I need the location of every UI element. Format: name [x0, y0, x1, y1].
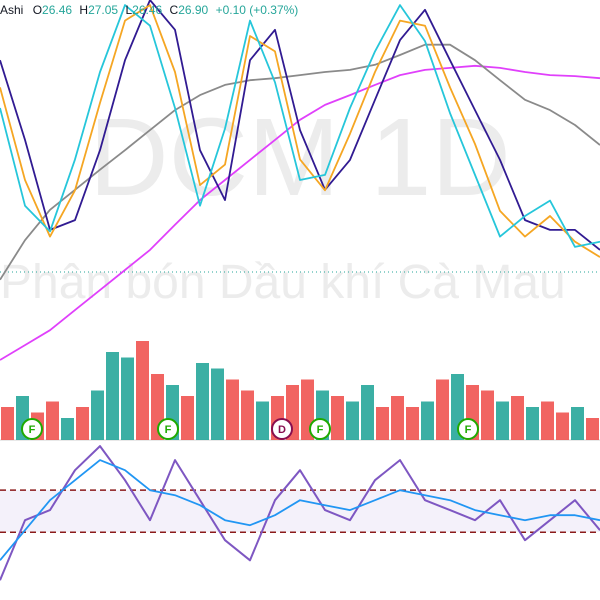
volume-bar — [481, 390, 494, 440]
volume-bar — [391, 396, 404, 440]
event-label: F — [317, 424, 324, 436]
event-marker — [21, 418, 43, 440]
series-line — [0, 43, 600, 281]
open: 26.46 — [42, 3, 72, 17]
volume-bar — [211, 368, 224, 440]
volume-bar — [346, 401, 359, 440]
volume-bar — [496, 401, 509, 440]
volume-bar — [526, 407, 539, 440]
volume-bar — [511, 396, 524, 440]
volume-bar — [331, 396, 344, 440]
event-label: F — [165, 424, 172, 436]
high-label: H — [79, 3, 88, 17]
change: +0.10 (+0.37%) — [216, 3, 299, 17]
event-label: F — [29, 424, 36, 436]
symbol: Ashi — [0, 3, 23, 17]
series-line — [0, 4, 600, 248]
volume-bar — [61, 418, 74, 440]
event-marker — [309, 418, 331, 440]
volume-bar — [76, 407, 89, 440]
event-marker — [457, 418, 479, 440]
volume-bar — [376, 407, 389, 440]
event-marker — [157, 418, 179, 440]
volume-bar — [181, 396, 194, 440]
low: 26.46 — [132, 3, 162, 17]
volume-bar — [121, 357, 134, 440]
watermark-company: Phân bón Dầu khí Cà Mau — [0, 256, 566, 309]
volume-bar — [436, 379, 449, 440]
open-label: O — [33, 3, 42, 17]
series-line — [0, 64, 600, 361]
event-label: D — [278, 424, 286, 436]
volume-bar — [571, 407, 584, 440]
volume-bar — [241, 390, 254, 440]
volume-bar — [541, 401, 554, 440]
volume-bar — [136, 341, 149, 440]
volume-bar — [586, 418, 599, 440]
volume-bar — [361, 385, 374, 440]
volume-bar — [406, 407, 419, 440]
volume-bar — [1, 407, 14, 440]
close: 26.90 — [178, 3, 208, 17]
volume-bar — [91, 390, 104, 440]
volume-bar — [196, 363, 209, 440]
series-line — [0, 4, 600, 258]
volume-bar — [106, 352, 119, 440]
close-label: C — [170, 3, 179, 17]
series-line — [0, 445, 600, 581]
low-label: L — [125, 3, 132, 17]
volume-bar — [556, 412, 569, 440]
volume-bar — [46, 401, 59, 440]
legend-header: Ashi O26.46 H27.05 L26.46 C26.90 +0.10 (… — [0, 3, 298, 17]
series-line — [0, 459, 600, 561]
series-line — [0, 0, 600, 251]
volume-bar — [421, 401, 434, 440]
high: 27.05 — [88, 3, 118, 17]
event-label: F — [465, 424, 472, 436]
event-marker — [271, 418, 293, 440]
rsi-band — [0, 490, 600, 532]
volume-bar — [226, 379, 239, 440]
volume-bar — [256, 401, 269, 440]
